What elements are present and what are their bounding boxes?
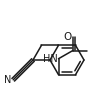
Text: O: O bbox=[63, 32, 72, 42]
Text: N: N bbox=[4, 75, 11, 85]
Text: HN: HN bbox=[43, 54, 57, 64]
